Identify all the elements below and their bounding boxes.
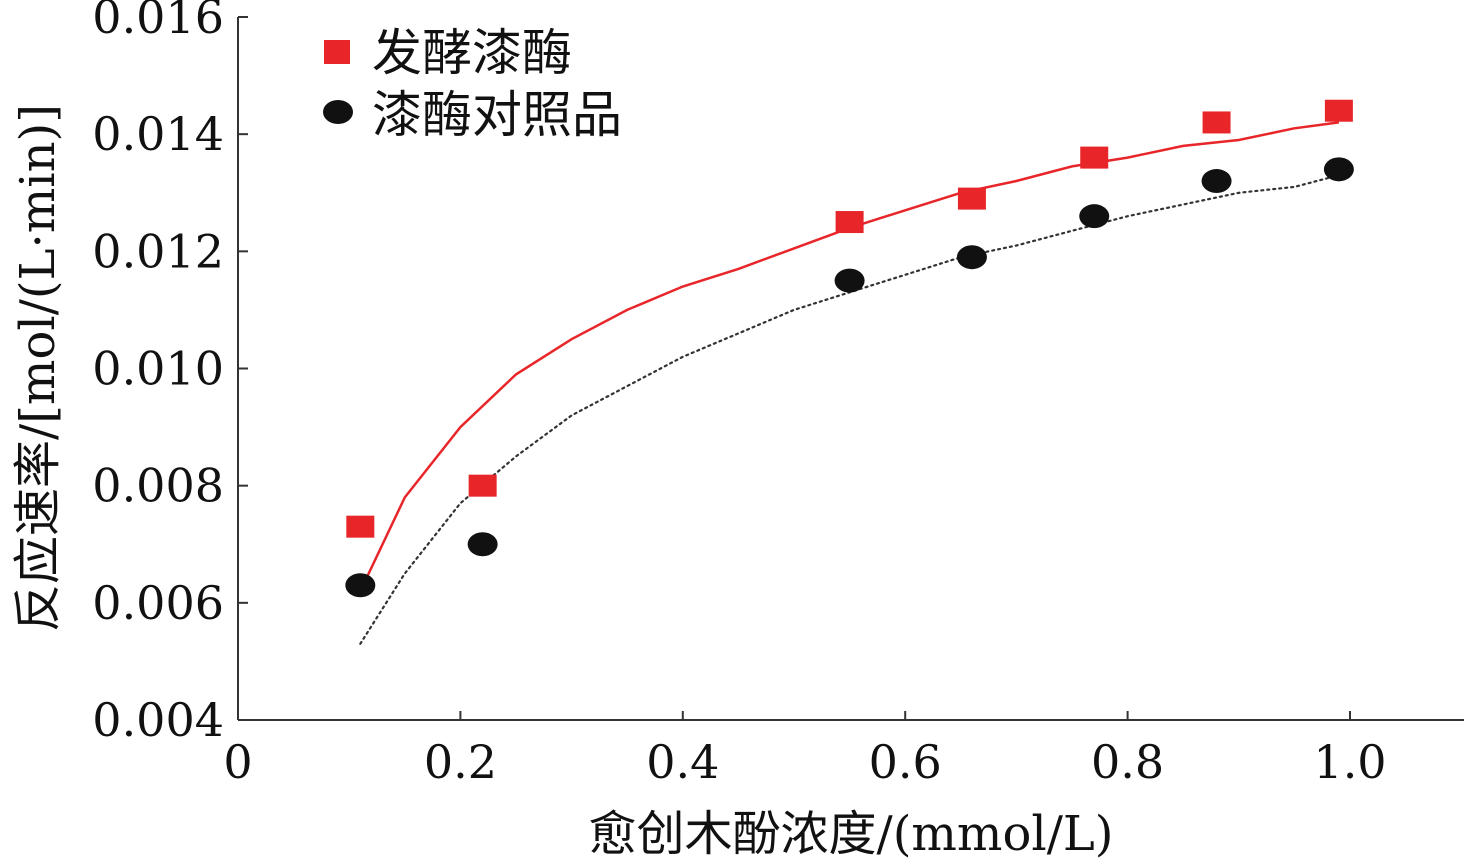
x-tick-label: 0.4 xyxy=(646,735,719,789)
x-tick-label: 0 xyxy=(223,735,252,789)
data-point-reference-laccase xyxy=(1323,157,1354,182)
legend: 发酵漆酶 漆酶对照品 xyxy=(323,24,622,144)
data-point-reference-laccase xyxy=(834,268,865,293)
data-point-reference-laccase xyxy=(1079,204,1110,229)
data-point-fermented-laccase xyxy=(957,187,986,210)
y-tick-label: 0.008 xyxy=(92,459,224,513)
fit-curve-reference-laccase xyxy=(359,174,1340,645)
legend-marker-reference-laccase xyxy=(323,100,353,124)
x-tick-label: 0.8 xyxy=(1091,735,1164,789)
x-tick-label: 1.0 xyxy=(1313,735,1386,789)
fit-curves xyxy=(359,121,1340,645)
x-tick-label: 0.6 xyxy=(869,735,942,789)
x-ticks: 0 0.2 0.4 0.6 0.8 1.0 xyxy=(223,711,1387,789)
y-tick-label: 0.016 xyxy=(92,0,224,44)
y-ticks: 0.004 0.006 0.008 0.010 0.012 0.014 0.016 xyxy=(92,0,248,747)
fit-curve-fermented-laccase xyxy=(359,121,1340,592)
y-tick-label: 0.006 xyxy=(92,576,224,630)
legend-label-reference-laccase: 漆酶对照品 xyxy=(372,86,622,144)
y-axis-title: 反应速率/[mol/(L·min)] xyxy=(10,104,66,632)
data-point-reference-laccase xyxy=(956,245,987,270)
data-point-reference-laccase xyxy=(467,532,498,557)
x-tick-label: 0.2 xyxy=(424,735,497,789)
y-tick-label: 0.012 xyxy=(92,224,224,278)
data-point-fermented-laccase xyxy=(835,211,864,234)
x-axis-title: 愈创木酚浓度/(mmol/L) xyxy=(589,806,1114,862)
data-point-reference-laccase xyxy=(1201,169,1232,194)
y-tick-label: 0.010 xyxy=(92,342,224,396)
y-tick-label: 0.004 xyxy=(92,693,224,747)
data-point-fermented-laccase xyxy=(1324,99,1353,122)
legend-marker-fermented-laccase xyxy=(324,40,350,64)
y-tick-label: 0.014 xyxy=(92,107,224,161)
data-point-fermented-laccase xyxy=(1202,111,1231,134)
data-point-fermented-laccase xyxy=(1080,146,1109,169)
data-point-fermented-laccase xyxy=(346,515,375,538)
legend-label-fermented-laccase: 发酵漆酶 xyxy=(372,24,572,82)
data-point-fermented-laccase xyxy=(468,474,497,497)
data-point-reference-laccase xyxy=(345,573,376,598)
data-points xyxy=(345,99,1354,598)
